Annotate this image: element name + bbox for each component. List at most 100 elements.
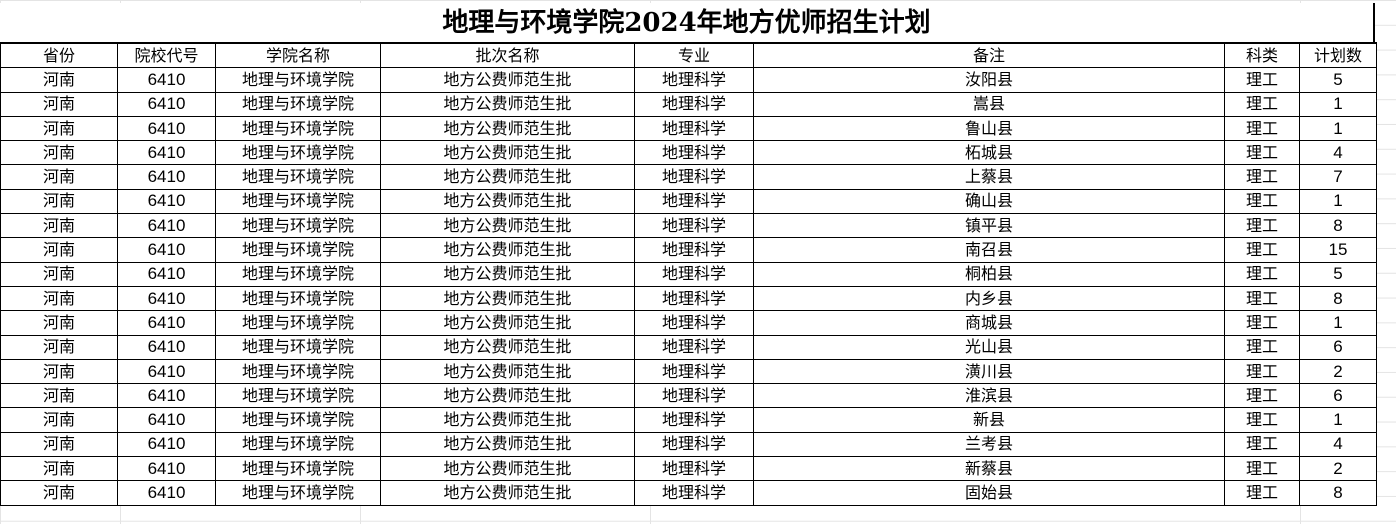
cell-plan-count[interactable]: 5 — [1299, 67, 1377, 93]
cell-plan-count[interactable]: 1 — [1299, 188, 1377, 215]
column-header-major[interactable]: 专业 — [634, 42, 754, 69]
cell-major[interactable]: 地理科学 — [634, 213, 754, 239]
cell-college-name[interactable]: 地理与环境学院 — [215, 188, 381, 215]
cell-major[interactable]: 地理科学 — [634, 115, 754, 142]
cell-remark[interactable]: 上蔡县 — [753, 164, 1225, 190]
cell-school-code[interactable]: 6410 — [117, 213, 216, 239]
cell-province[interactable]: 河南 — [0, 310, 118, 336]
cell-province[interactable]: 河南 — [0, 383, 118, 409]
cell-plan-count[interactable]: 8 — [1299, 480, 1377, 506]
cell-category[interactable]: 理工 — [1224, 383, 1300, 409]
cell-province[interactable]: 河南 — [0, 334, 118, 360]
cell-college-name[interactable]: 地理与环境学院 — [215, 310, 381, 336]
cell-plan-count[interactable]: 7 — [1299, 164, 1377, 190]
cell-college-name[interactable]: 地理与环境学院 — [215, 213, 381, 239]
cell-plan-count[interactable]: 1 — [1299, 91, 1377, 117]
cell-batch-name[interactable]: 地方公费师范生批 — [380, 188, 635, 215]
cell-college-name[interactable]: 地理与环境学院 — [215, 67, 381, 93]
cell-school-code[interactable]: 6410 — [117, 285, 216, 312]
cell-batch-name[interactable]: 地方公费师范生批 — [380, 91, 635, 117]
cell-category[interactable]: 理工 — [1224, 67, 1300, 93]
cell-province[interactable]: 河南 — [0, 456, 118, 482]
column-header-plan-count[interactable]: 计划数 — [1299, 42, 1377, 69]
cell-major[interactable]: 地理科学 — [634, 164, 754, 190]
cell-province[interactable]: 河南 — [0, 261, 118, 287]
cell-major[interactable]: 地理科学 — [634, 407, 754, 433]
cell-college-name[interactable]: 地理与环境学院 — [215, 91, 381, 117]
cell-batch-name[interactable]: 地方公费师范生批 — [380, 358, 635, 385]
cell-college-name[interactable]: 地理与环境学院 — [215, 140, 381, 166]
cell-major[interactable]: 地理科学 — [634, 188, 754, 215]
cell-major[interactable]: 地理科学 — [634, 67, 754, 93]
cell-batch-name[interactable]: 地方公费师范生批 — [380, 310, 635, 336]
cell-remark[interactable]: 兰考县 — [753, 431, 1225, 458]
cell-remark[interactable]: 南召县 — [753, 237, 1225, 263]
cell-batch-name[interactable]: 地方公费师范生批 — [380, 261, 635, 287]
cell-college-name[interactable]: 地理与环境学院 — [215, 480, 381, 506]
cell-province[interactable]: 河南 — [0, 285, 118, 312]
column-header-province[interactable]: 省份 — [0, 42, 118, 69]
cell-college-name[interactable]: 地理与环境学院 — [215, 383, 381, 409]
cell-province[interactable]: 河南 — [0, 67, 118, 93]
cell-category[interactable]: 理工 — [1224, 285, 1300, 312]
cell-batch-name[interactable]: 地方公费师范生批 — [380, 285, 635, 312]
cell-major[interactable]: 地理科学 — [634, 91, 754, 117]
cell-college-name[interactable]: 地理与环境学院 — [215, 456, 381, 482]
cell-category[interactable]: 理工 — [1224, 358, 1300, 385]
cell-batch-name[interactable]: 地方公费师范生批 — [380, 334, 635, 360]
cell-remark[interactable]: 鲁山县 — [753, 115, 1225, 142]
cell-category[interactable]: 理工 — [1224, 164, 1300, 190]
cell-college-name[interactable]: 地理与环境学院 — [215, 334, 381, 360]
cell-remark[interactable]: 淮滨县 — [753, 383, 1225, 409]
cell-province[interactable]: 河南 — [0, 140, 118, 166]
cell-school-code[interactable]: 6410 — [117, 91, 216, 117]
cell-school-code[interactable]: 6410 — [117, 407, 216, 433]
cell-batch-name[interactable]: 地方公费师范生批 — [380, 480, 635, 506]
cell-remark[interactable]: 内乡县 — [753, 285, 1225, 312]
cell-school-code[interactable]: 6410 — [117, 480, 216, 506]
cell-category[interactable]: 理工 — [1224, 480, 1300, 506]
cell-plan-count[interactable]: 2 — [1299, 456, 1377, 482]
cell-batch-name[interactable]: 地方公费师范生批 — [380, 67, 635, 93]
cell-remark[interactable]: 嵩县 — [753, 91, 1225, 117]
cell-major[interactable]: 地理科学 — [634, 310, 754, 336]
cell-major[interactable]: 地理科学 — [634, 358, 754, 385]
cell-province[interactable]: 河南 — [0, 480, 118, 506]
cell-category[interactable]: 理工 — [1224, 310, 1300, 336]
cell-province[interactable]: 河南 — [0, 407, 118, 433]
cell-plan-count[interactable]: 8 — [1299, 213, 1377, 239]
cell-category[interactable]: 理工 — [1224, 456, 1300, 482]
cell-plan-count[interactable]: 4 — [1299, 431, 1377, 458]
cell-remark[interactable]: 潢川县 — [753, 358, 1225, 385]
column-header-remark[interactable]: 备注 — [753, 42, 1225, 69]
cell-category[interactable]: 理工 — [1224, 431, 1300, 458]
cell-major[interactable]: 地理科学 — [634, 334, 754, 360]
cell-major[interactable]: 地理科学 — [634, 480, 754, 506]
cell-major[interactable]: 地理科学 — [634, 431, 754, 458]
cell-batch-name[interactable]: 地方公费师范生批 — [380, 115, 635, 142]
cell-category[interactable]: 理工 — [1224, 91, 1300, 117]
cell-remark[interactable]: 固始县 — [753, 480, 1225, 506]
cell-major[interactable]: 地理科学 — [634, 140, 754, 166]
cell-remark[interactable]: 新蔡县 — [753, 456, 1225, 482]
cell-college-name[interactable]: 地理与环境学院 — [215, 261, 381, 287]
cell-plan-count[interactable]: 6 — [1299, 334, 1377, 360]
cell-batch-name[interactable]: 地方公费师范生批 — [380, 237, 635, 263]
cell-plan-count[interactable]: 6 — [1299, 383, 1377, 409]
cell-college-name[interactable]: 地理与环境学院 — [215, 115, 381, 142]
cell-remark[interactable]: 桐柏县 — [753, 261, 1225, 287]
column-header-school-code[interactable]: 院校代号 — [117, 42, 216, 69]
cell-plan-count[interactable]: 2 — [1299, 358, 1377, 385]
cell-school-code[interactable]: 6410 — [117, 261, 216, 287]
cell-remark[interactable]: 确山县 — [753, 188, 1225, 215]
cell-plan-count[interactable]: 15 — [1299, 237, 1377, 263]
cell-plan-count[interactable]: 5 — [1299, 261, 1377, 287]
cell-college-name[interactable]: 地理与环境学院 — [215, 358, 381, 385]
cell-college-name[interactable]: 地理与环境学院 — [215, 285, 381, 312]
cell-batch-name[interactable]: 地方公费师范生批 — [380, 164, 635, 190]
cell-province[interactable]: 河南 — [0, 431, 118, 458]
cell-province[interactable]: 河南 — [0, 237, 118, 263]
cell-school-code[interactable]: 6410 — [117, 188, 216, 215]
cell-batch-name[interactable]: 地方公费师范生批 — [380, 407, 635, 433]
cell-school-code[interactable]: 6410 — [117, 310, 216, 336]
